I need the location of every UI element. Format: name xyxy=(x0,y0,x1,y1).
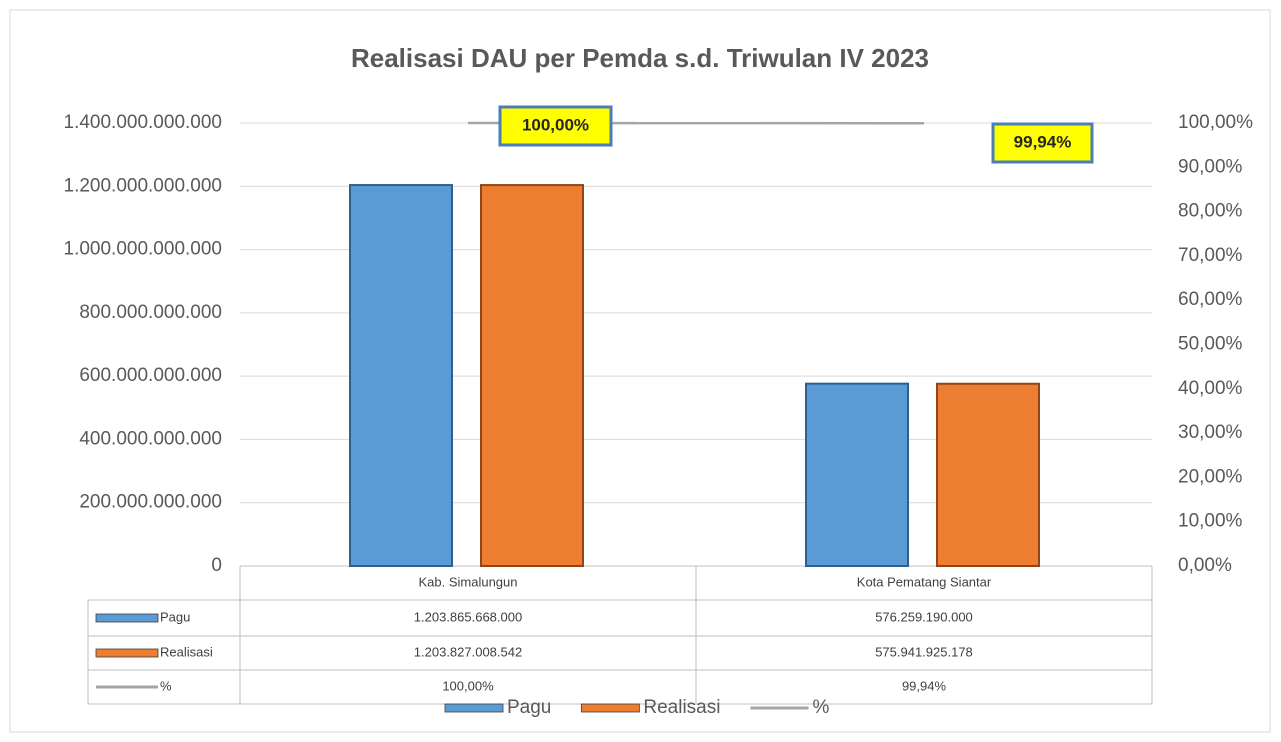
y2-tick-label: 100,00% xyxy=(1178,112,1253,133)
x-tick-label: Kota Pematang Siantar xyxy=(857,574,992,589)
y-tick-label: 200.000.000.000 xyxy=(79,492,222,513)
legend-label: % xyxy=(812,697,829,718)
x-tick-label: Kab. Simalungun xyxy=(418,574,517,589)
table-cell: 99,94% xyxy=(902,678,947,693)
bar xyxy=(349,184,453,567)
y2-tick-label: 0,00% xyxy=(1178,555,1232,576)
table-cell: 1.203.827.008.542 xyxy=(414,644,522,659)
y2-tick-label: 90,00% xyxy=(1178,156,1243,177)
bar xyxy=(805,382,909,567)
table-cell: 1.203.865.668.000 xyxy=(414,609,522,624)
table-cell: 575.941.925.178 xyxy=(875,644,973,659)
bar xyxy=(936,382,1040,567)
y2-tick-label: 70,00% xyxy=(1178,245,1243,266)
table-cell: 576.259.190.000 xyxy=(875,609,973,624)
y2-tick-label: 30,00% xyxy=(1178,422,1243,443)
legend-label: Pagu xyxy=(507,697,551,718)
y2-tick-label: 10,00% xyxy=(1178,511,1243,532)
legend-key xyxy=(95,648,159,658)
table-row-header: % xyxy=(160,678,172,693)
legend-key xyxy=(95,613,159,623)
y-tick-label: 1.000.000.000.000 xyxy=(64,239,223,260)
data-label: 100,00% xyxy=(522,115,589,134)
table-row-header: Pagu xyxy=(160,609,190,624)
data-label: 99,94% xyxy=(1014,132,1072,151)
y2-tick-label: 80,00% xyxy=(1178,201,1243,222)
data-label-box xyxy=(498,105,613,147)
y-tick-label: 400.000.000.000 xyxy=(79,428,222,449)
y2-tick-label: 40,00% xyxy=(1178,378,1243,399)
y-tick-label: 600.000.000.000 xyxy=(79,365,222,386)
y-tick-label: 1.400.000.000.000 xyxy=(64,112,223,133)
y-tick-label: 1.200.000.000.000 xyxy=(64,175,223,196)
legend-key xyxy=(580,703,640,713)
table-cell: 100,00% xyxy=(442,678,494,693)
bar xyxy=(480,184,584,567)
legend-key xyxy=(444,703,504,713)
y-tick-label: 0 xyxy=(211,555,222,576)
y2-tick-label: 60,00% xyxy=(1178,289,1243,310)
y2-tick-label: 20,00% xyxy=(1178,466,1243,487)
data-label-box xyxy=(991,122,1094,164)
table-row-header: Realisasi xyxy=(160,644,213,659)
y-tick-label: 800.000.000.000 xyxy=(79,302,222,323)
chart-title: Realisasi DAU per Pemda s.d. Triwulan IV… xyxy=(351,43,929,73)
legend-label: Realisasi xyxy=(643,697,720,718)
y2-tick-label: 50,00% xyxy=(1178,334,1243,355)
